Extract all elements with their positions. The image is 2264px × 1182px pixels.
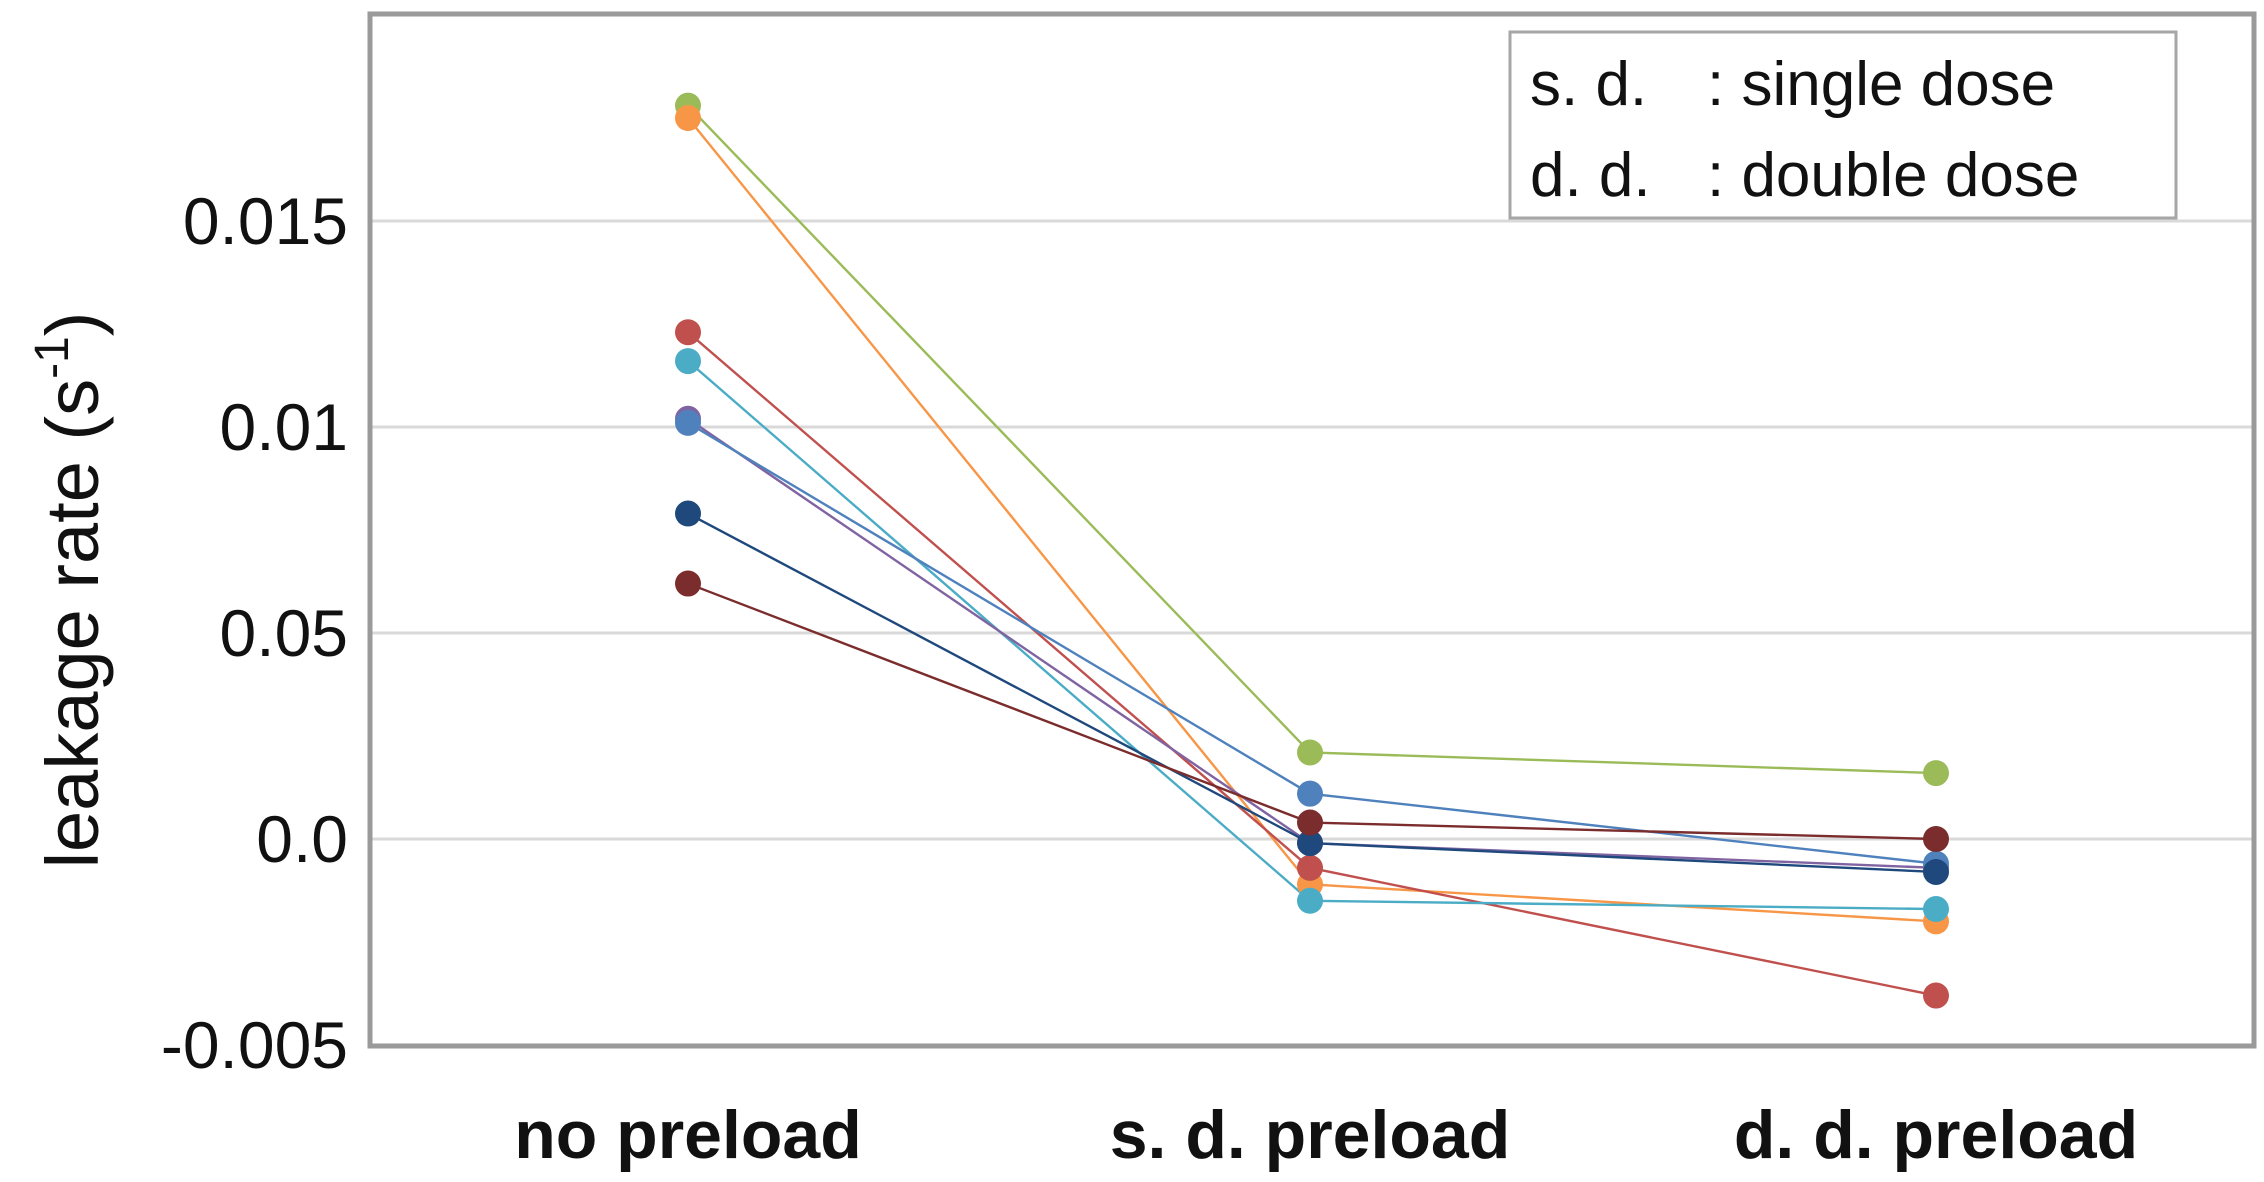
data-point-blue [675,409,701,436]
y-tick-label: 0.015 [183,184,348,258]
series-points [675,92,1949,1009]
x-tick-labels: no preload s. d. preload d. d. preload [514,1097,2138,1173]
legend-abbr: s. d. [1530,50,1647,119]
data-point-red [1297,854,1323,881]
plot-frame [367,11,2257,1049]
legend-box [1508,30,2178,220]
y-tick-label: 0.01 [220,390,348,464]
y-tick-label: 0.05 [220,596,348,670]
data-point-green [1923,760,1949,787]
legend-abbr: d. d. [1530,141,1651,210]
y-tick-labels: -0.005 0.0 0.05 0.01 0.015 [161,184,348,1082]
data-point-dark-red [1297,809,1323,836]
data-point-navy [1297,830,1323,857]
legend-desc: : double dose [1707,141,2079,210]
data-point-dark-red [675,570,701,597]
data-point-green [1297,739,1323,766]
data-point-cyan [1923,896,1949,923]
data-point-dark-red [1923,826,1949,852]
data-point-cyan [1297,887,1323,914]
y-axis-label: leakage rate (s-1) [26,312,114,869]
x-tick-label: d. d. preload [1734,1097,2138,1173]
data-point-blue [1297,780,1323,807]
data-point-red [675,319,701,346]
data-point-cyan [675,348,701,375]
legend-desc: : single dose [1707,50,2055,119]
data-point-orange [675,105,701,131]
x-tick-label: no preload [514,1097,862,1173]
data-point-navy [675,500,701,527]
data-point-navy [1923,858,1949,885]
x-tick-label: s. d. preload [1110,1097,1511,1173]
data-point-red [1923,982,1949,1009]
y-axis-label-text: leakage rate (s-1) [26,312,114,869]
y-tick-label: 0.0 [256,802,348,876]
y-tick-label: -0.005 [161,1008,348,1082]
legend: s. d. : single dose d. d. : double dose [1508,30,2178,220]
